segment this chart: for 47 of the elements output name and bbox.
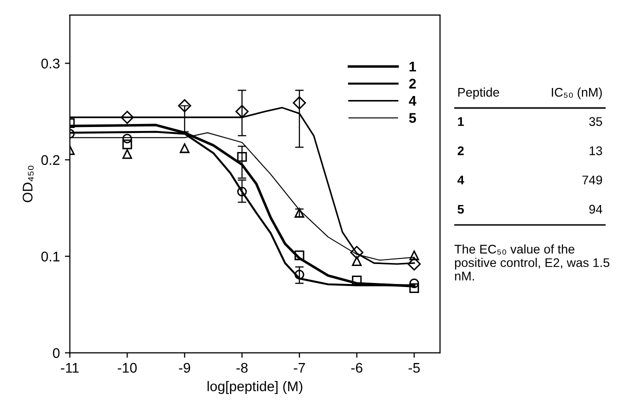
point bbox=[294, 250, 304, 260]
text: 94 bbox=[589, 204, 602, 214]
point bbox=[409, 250, 420, 260]
legend-label: 5 bbox=[409, 113, 416, 123]
text: 749 bbox=[582, 176, 602, 184]
text: 35 bbox=[589, 117, 602, 126]
point bbox=[292, 96, 306, 110]
text: Peptide bbox=[458, 88, 500, 100]
text: 1 bbox=[458, 117, 464, 126]
text: 5 bbox=[458, 204, 464, 214]
x-tick-label: -9 bbox=[179, 362, 190, 373]
x-tick-label: -10 bbox=[118, 362, 137, 373]
point bbox=[122, 149, 132, 159]
y-tick-label: 0.3 bbox=[41, 58, 60, 68]
y-tick-label: 0 bbox=[52, 348, 60, 358]
point bbox=[409, 278, 420, 288]
text: 2 bbox=[458, 146, 464, 156]
x-tick-label: -8 bbox=[236, 362, 248, 373]
point bbox=[180, 143, 190, 154]
x-tick-label: -7 bbox=[294, 363, 305, 373]
legend-label: 4 bbox=[408, 96, 416, 106]
point bbox=[350, 246, 364, 260]
point bbox=[352, 276, 362, 286]
point bbox=[409, 283, 420, 294]
text: The EC₅₀ value of the positive control, E2, was 1.5 nM. bbox=[454, 244, 610, 280]
point bbox=[237, 186, 247, 196]
point bbox=[352, 256, 362, 266]
point bbox=[178, 99, 192, 112]
x-axis-title: log[peptide] (M) bbox=[208, 381, 302, 394]
point bbox=[294, 270, 304, 280]
text: 4 bbox=[457, 176, 464, 184]
y-axis-title: OD₄₅₀ bbox=[22, 166, 34, 202]
point bbox=[408, 257, 421, 271]
point bbox=[235, 104, 249, 118]
point bbox=[122, 139, 132, 150]
x-tick-label: -6 bbox=[351, 362, 362, 373]
legend-label: 1 bbox=[410, 62, 416, 72]
text: IC₅₀ (nM) bbox=[552, 88, 602, 100]
text: 13 bbox=[590, 146, 602, 156]
y-tick-label: 0.1 bbox=[41, 252, 60, 262]
point bbox=[122, 134, 132, 144]
legend-label: 2 bbox=[409, 78, 416, 88]
y-tick-label: 0.2 bbox=[41, 155, 60, 165]
point bbox=[237, 152, 247, 162]
x-tick-label: -5 bbox=[408, 363, 420, 373]
x-tick-label: -11 bbox=[60, 363, 79, 373]
point bbox=[120, 110, 134, 124]
